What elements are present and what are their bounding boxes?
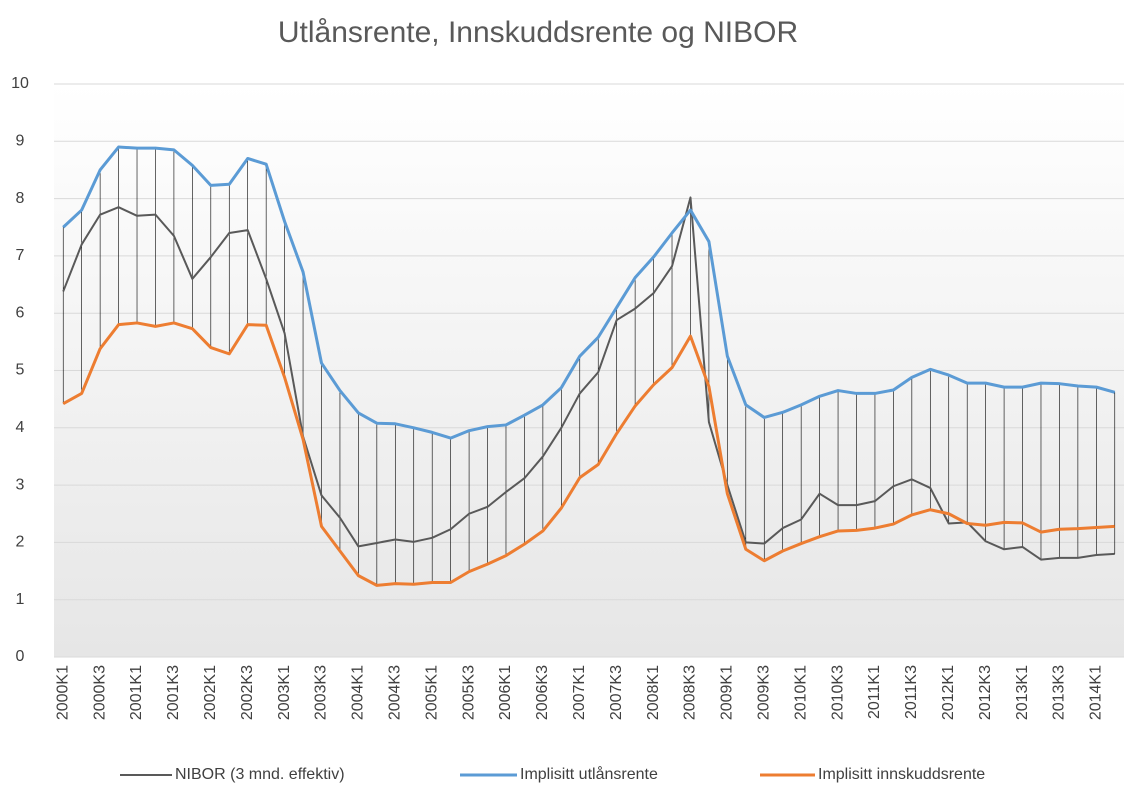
legend-label: Implisitt utlånsrente — [520, 765, 658, 783]
x-tick-label: 2008K3 — [682, 665, 699, 720]
x-tick-label: 2007K1 — [571, 665, 588, 720]
x-tick-label: 2003K3 — [313, 665, 330, 720]
x-tick-label: 2001K3 — [165, 665, 182, 720]
x-tick-label: 2014K1 — [1088, 665, 1105, 720]
line-series — [62, 196, 1115, 561]
y-tick-label: 5 — [16, 362, 25, 379]
x-tick-label: 2006K1 — [497, 665, 514, 720]
x-tick-label: 2001K1 — [128, 665, 145, 720]
x-tick-label: 2007K3 — [608, 665, 625, 720]
x-tick-label: 2011K1 — [866, 665, 883, 719]
x-tick-label: 2008K1 — [645, 665, 662, 720]
y-tick-label: 9 — [16, 133, 25, 150]
x-tick-label: 2006K3 — [534, 665, 551, 720]
y-tick-label: 3 — [16, 476, 25, 493]
x-tick-label: 2013K3 — [1051, 665, 1068, 720]
x-tick-label: 2009K3 — [755, 665, 772, 720]
x-tick-label: 2013K1 — [1014, 665, 1031, 720]
x-tick-label: 2010K3 — [829, 665, 846, 720]
y-tick-label: 1 — [16, 591, 25, 608]
line-series — [62, 321, 1115, 587]
x-tick-label: 2011K3 — [903, 665, 920, 719]
y-tick-label: 10 — [11, 75, 29, 92]
legend-label: NIBOR (3 mnd. effektiv) — [175, 766, 345, 783]
x-tick-label: 2000K1 — [54, 665, 71, 720]
x-tick-label: 2009K1 — [719, 665, 736, 720]
x-tick-label: 2004K3 — [387, 665, 404, 720]
x-tick-label: 2010K1 — [792, 665, 809, 720]
x-tick-label: 2005K3 — [460, 665, 477, 720]
y-tick-label: 0 — [16, 648, 25, 665]
x-tick-label: 2002K3 — [239, 665, 256, 720]
y-tick-label: 6 — [16, 304, 25, 321]
x-tick-label: 2005K1 — [423, 665, 440, 720]
x-tick-label: 2012K1 — [940, 665, 957, 720]
y-tick-label: 2 — [16, 534, 25, 551]
x-tick-label: 2002K1 — [202, 665, 219, 720]
x-tick-label: 2003K1 — [276, 665, 293, 720]
y-tick-label: 7 — [16, 247, 25, 264]
legend-label: Implisitt innskuddsrente — [818, 766, 985, 783]
y-tick-label: 4 — [16, 419, 25, 436]
chart-title: Utlånsrente, Innskuddsrente og NIBOR — [278, 16, 798, 49]
x-tick-label: 2000K3 — [91, 665, 108, 720]
x-tick-label: 2004K1 — [350, 665, 367, 720]
x-tick-label: 2012K3 — [977, 665, 994, 720]
line-series — [62, 145, 1116, 440]
y-tick-label: 8 — [16, 190, 25, 207]
